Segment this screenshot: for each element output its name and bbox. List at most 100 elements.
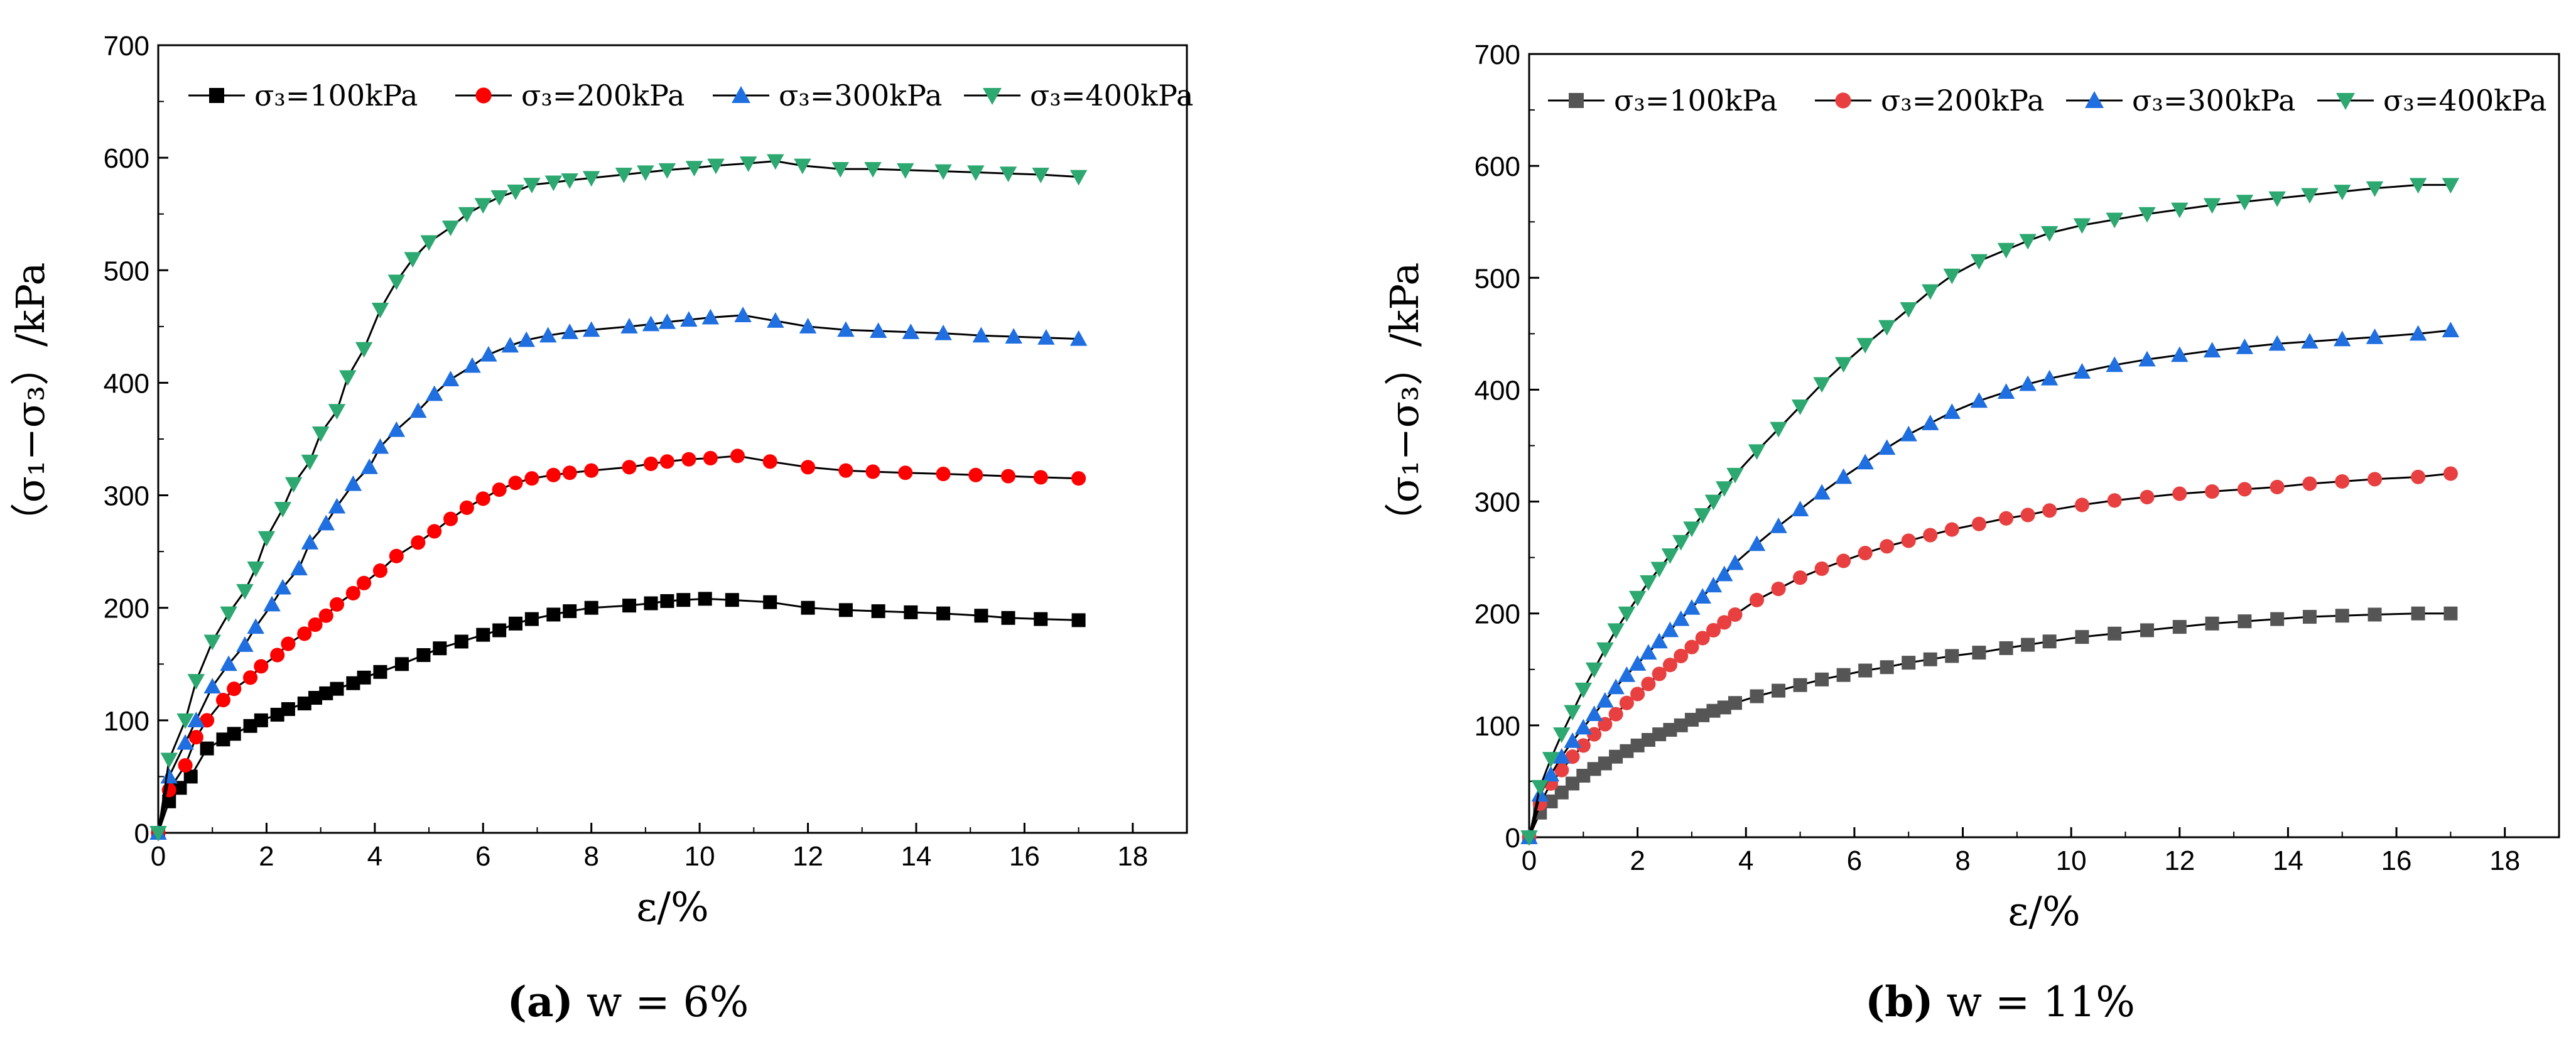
data-point: [1836, 553, 1851, 568]
data-point: [1694, 588, 1711, 604]
data-point: [187, 674, 205, 690]
data-point: [2442, 322, 2460, 338]
data-point: [387, 274, 406, 290]
data-point: [441, 371, 460, 387]
data-point: [800, 460, 816, 475]
data-point: [1607, 678, 1625, 695]
data-point: [524, 612, 539, 626]
data-point: [2333, 185, 2351, 200]
data-point: [1696, 708, 1710, 722]
data-point: [546, 467, 561, 482]
data-point: [869, 322, 887, 339]
data-point: [2106, 356, 2123, 372]
data-point: [1706, 622, 1721, 638]
data-point: [203, 634, 221, 651]
data-point: [1672, 535, 1690, 551]
y-tick-label: 200: [104, 594, 149, 624]
data-point: [739, 156, 757, 172]
x-tick-label: 0: [151, 841, 166, 872]
data-point: [387, 421, 406, 437]
data-point: [274, 502, 292, 518]
data-point: [1553, 727, 1571, 743]
data-point: [2333, 330, 2351, 347]
data-point: [865, 464, 880, 479]
data-point: [2040, 226, 2059, 242]
data-point: [615, 168, 633, 183]
data-point: [274, 578, 292, 595]
x-axis-label: ε/%: [636, 884, 709, 931]
data-point: [188, 730, 203, 745]
series-2: [1522, 466, 2458, 845]
data-point: [404, 252, 421, 268]
y-tick-label: 200: [1475, 599, 1520, 630]
legend-marker: [2085, 91, 2104, 108]
series-line: [1528, 472, 2451, 838]
y-tick-label: 500: [104, 256, 149, 286]
data-point: [1970, 392, 1988, 408]
data-point: [762, 454, 777, 469]
data-point: [1943, 268, 1961, 285]
data-point: [1770, 518, 1787, 533]
data-point: [703, 450, 718, 466]
data-point: [2020, 507, 2035, 523]
data-point: [160, 752, 178, 769]
data-point: [2021, 638, 2035, 652]
data-point: [2236, 195, 2254, 210]
data-point: [2335, 474, 2350, 489]
data-point: [328, 404, 346, 420]
data-point: [622, 460, 637, 475]
y-tick-label: 700: [104, 31, 149, 62]
data-point: [173, 781, 187, 795]
data-point: [1641, 733, 1655, 747]
data-point: [904, 605, 918, 619]
data-point: [1630, 738, 1645, 752]
data-point: [2442, 178, 2460, 194]
x-tick-label: 18: [1117, 841, 1148, 872]
data-point: [1834, 357, 1853, 373]
data-point: [1856, 453, 1874, 470]
data-point: [2302, 476, 2317, 491]
y-tick-label: 400: [1475, 375, 1520, 406]
data-point: [837, 321, 855, 337]
data-point: [838, 463, 853, 478]
data-point: [1970, 254, 1988, 270]
data-point: [936, 466, 951, 482]
data-point: [1813, 377, 1831, 393]
data-point: [523, 178, 541, 193]
data-point: [1069, 330, 1088, 346]
data-point: [1641, 676, 1656, 692]
data-point: [562, 465, 577, 480]
data-point: [725, 593, 739, 607]
y-tick-label: 400: [104, 368, 149, 399]
data-point: [1717, 700, 1731, 715]
data-point: [2205, 616, 2219, 631]
x-tick-label: 2: [259, 841, 274, 872]
x-tick-label: 12: [2164, 845, 2195, 876]
data-point: [254, 713, 268, 727]
data-point: [178, 757, 193, 773]
x-tick-label: 10: [2056, 845, 2087, 876]
data-point: [243, 670, 258, 685]
legend-label: σ₃=100kPa: [1614, 84, 1777, 117]
data-point: [1972, 646, 1986, 660]
data-point: [459, 500, 474, 515]
data-point: [2203, 342, 2221, 358]
data-point: [2409, 325, 2427, 341]
legend-marker: [209, 88, 224, 103]
y-tick-label: 100: [1475, 711, 1520, 742]
data-point: [1609, 749, 1623, 764]
data-point: [463, 357, 481, 373]
data-point: [1971, 516, 1986, 531]
caption-text: w = 6%: [573, 978, 749, 1026]
data-point: [263, 595, 281, 612]
data-point: [1554, 785, 1569, 800]
data-point: [2073, 363, 2091, 379]
data-point: [338, 370, 357, 386]
data-point: [2042, 503, 2057, 518]
data-point: [227, 727, 241, 741]
data-point: [2075, 630, 2089, 644]
data-point: [1652, 666, 1667, 681]
data-point: [319, 686, 333, 700]
data-point: [389, 548, 404, 563]
data-point: [680, 311, 698, 327]
